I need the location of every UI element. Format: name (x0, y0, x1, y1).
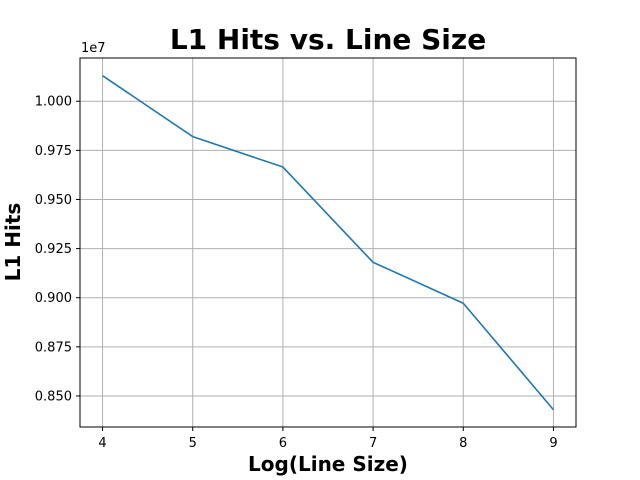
y-tick-label: 1.000 (35, 95, 72, 110)
y-offset-label: 1e7 (81, 41, 106, 56)
y-tick-label: 0.900 (35, 291, 72, 306)
plot-area-frame (79, 57, 577, 428)
y-tick-label: 0.850 (35, 389, 72, 404)
series-line (102, 75, 555, 411)
y-axis-title: L1 Hits (1, 203, 25, 282)
x-tick-label: 4 (98, 436, 106, 451)
y-tick-label: 0.875 (35, 340, 72, 355)
x-tick-label: 7 (369, 436, 377, 451)
y-tick-label: 0.925 (35, 242, 72, 257)
x-tick-label: 6 (279, 436, 287, 451)
axis-ticks: 4 5 6 7 8 9 0.850 0.875 0.900 0.925 0.950 0.975 1.00… (35, 95, 558, 451)
x-tick-label: 5 (189, 436, 197, 451)
y-tick-label: 0.975 (35, 144, 72, 159)
series-layer (102, 75, 555, 411)
grid-lines (80, 58, 576, 427)
x-tick-label: 9 (549, 436, 557, 451)
x-axis-title: Log(Line Size) (248, 452, 408, 476)
y-tick-label: 0.950 (35, 193, 72, 208)
x-tick-label: 8 (459, 436, 467, 451)
chart-title: L1 Hits vs. Line Size (170, 23, 486, 56)
